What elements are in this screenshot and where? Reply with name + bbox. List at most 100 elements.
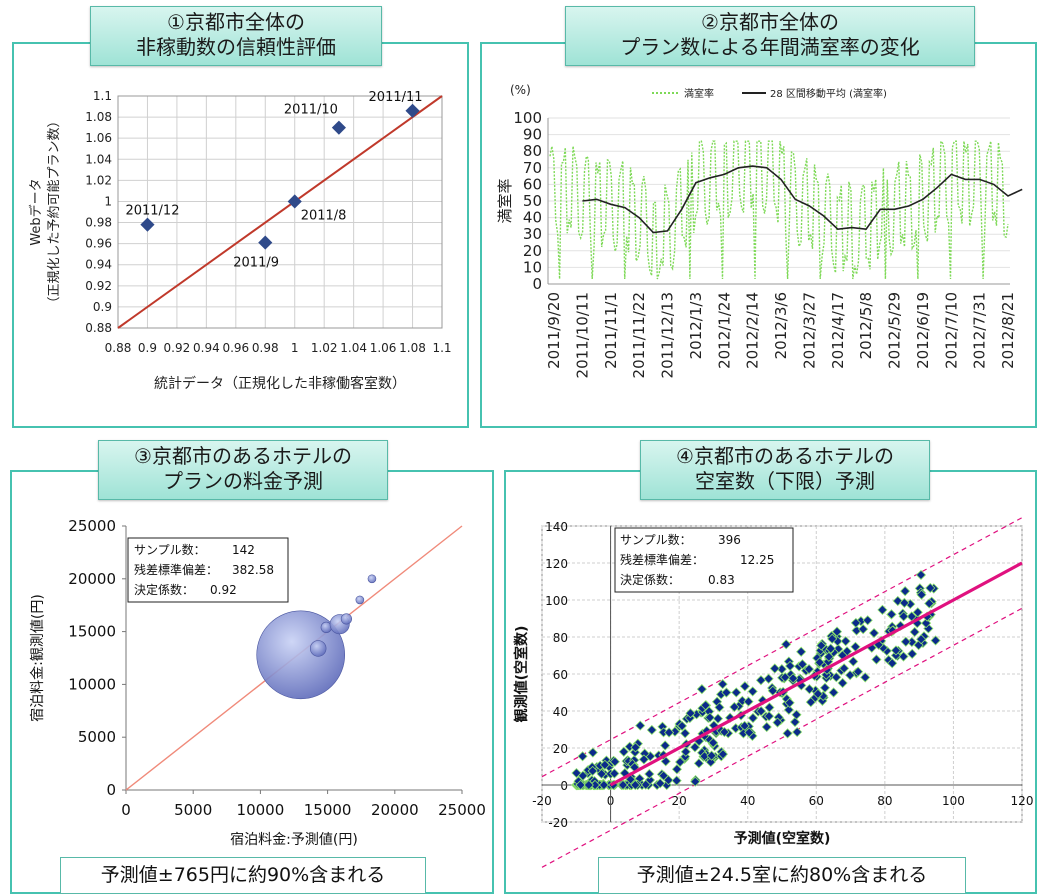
point-label: 2011/8	[301, 208, 347, 223]
data-point	[714, 702, 725, 713]
data-point	[877, 604, 888, 615]
y-tick-label: 10	[523, 258, 542, 276]
x-axis-label: 宿泊料金:予測値(円)	[230, 831, 358, 848]
y-tick-label: 1.02	[85, 173, 112, 187]
x-tick-label: 100	[942, 794, 965, 808]
data-point	[844, 670, 856, 681]
point-label: 2011/11	[369, 90, 423, 105]
data-point	[868, 627, 880, 639]
x-tick-label: 1.06	[370, 341, 397, 355]
data-point	[784, 697, 795, 708]
x-tick-label: 1	[291, 341, 299, 355]
data-point	[583, 779, 594, 791]
data-point	[764, 702, 775, 713]
bubble	[340, 613, 352, 625]
data-point	[405, 103, 420, 118]
y-tick-label: 80	[523, 142, 542, 160]
data-point	[763, 673, 774, 684]
panel-3-title-line2: プランの料金予測	[163, 469, 323, 493]
chart-3-price: 0 5000 10000 15000 20000 25000 25000 20000 15000…	[29, 517, 486, 848]
x-axis-label: 予測値(空室数)	[734, 830, 831, 847]
data-point	[871, 654, 882, 665]
data-point	[804, 684, 815, 695]
data-point	[890, 645, 902, 656]
data-point	[680, 746, 691, 757]
x-tick-label: 2012/1/24	[715, 292, 733, 369]
data-point	[912, 607, 923, 618]
x-tick-label: 20	[672, 794, 687, 808]
x-tick-label: 60	[809, 794, 824, 808]
data-point	[906, 611, 917, 622]
y-tick-label: 30	[523, 225, 542, 243]
panel-1-title-line2: 非稼動数の信頼性評価	[136, 35, 336, 59]
data-point	[693, 758, 705, 769]
data-point	[915, 569, 927, 581]
bubble	[367, 574, 377, 584]
point-label: 2011/10	[284, 103, 338, 118]
data-point	[761, 721, 772, 733]
y-tick-label: 70	[523, 159, 542, 177]
data-point	[858, 624, 869, 635]
data-point	[630, 779, 641, 791]
data-point	[814, 657, 825, 668]
data-point	[708, 737, 719, 748]
x-tick-label: 120	[1011, 794, 1034, 808]
panel-3-title: ③京都市のあるホテルの プランの料金予測	[98, 440, 388, 500]
x-tick-label: 2012/7/31	[971, 292, 989, 369]
data-point	[609, 756, 621, 767]
x-tick-label: 2011/12/13	[659, 292, 677, 378]
panel-2-title: ②京都市全体の プラン数による年間満室率の変化	[565, 6, 975, 66]
data-point	[577, 770, 589, 781]
x-tick-label: 2011/10/11	[573, 292, 591, 378]
data-point	[828, 687, 839, 698]
y-tick-label: 50	[523, 192, 542, 210]
y-tick-label: 10000	[68, 675, 116, 693]
y-axis-label: 宿泊料金:観測値(円)	[29, 594, 46, 722]
data-point	[898, 651, 909, 662]
data-point	[680, 728, 691, 739]
data-point	[731, 687, 742, 698]
y-tick-label: 1.04	[85, 152, 112, 166]
data-point	[609, 768, 620, 779]
data-point	[812, 688, 824, 699]
panel-2-title-line2: プラン数による年間満室率の変化	[620, 35, 920, 59]
data-point	[717, 679, 728, 690]
data-point	[719, 726, 730, 738]
y-tick-label: 1.08	[85, 110, 112, 124]
panel-4-footer: 予測値±24.5室に約80%含まれる	[598, 857, 966, 894]
data-point	[780, 672, 791, 683]
data-point	[772, 717, 783, 728]
data-point	[819, 682, 831, 693]
data-point	[638, 754, 650, 765]
data-point	[660, 740, 671, 751]
data-point	[763, 711, 775, 722]
point-label: 2011/9	[233, 256, 279, 271]
band-upper	[541, 517, 1023, 778]
y-tick-label: 100	[545, 594, 568, 608]
data-point	[577, 751, 588, 762]
data-point	[671, 775, 682, 786]
y-tick-label: 0.94	[85, 258, 112, 272]
bubble	[309, 640, 327, 657]
data-point	[787, 673, 799, 684]
data-point	[690, 776, 701, 787]
x-tick-label: 2011/11/22	[630, 292, 648, 378]
data-point	[825, 643, 836, 654]
chart-2-occupancy: (%) 満室率 28 区間移動平均 (満室率)1009080706050403020…	[496, 83, 1023, 378]
data-point	[791, 709, 802, 720]
data-point	[587, 765, 598, 777]
panel-4-title-line2: 空室数（下限）予測	[695, 469, 875, 493]
reference-line	[117, 95, 443, 329]
x-tick-label: 5000	[174, 801, 212, 819]
y-axis-label-line1: Webデータ	[28, 178, 44, 245]
data-point	[700, 700, 711, 711]
data-point	[900, 636, 911, 647]
legend-label-2: 28 区間移動平均 (満室率)	[770, 87, 887, 100]
x-tick-label: 2012/5/8	[857, 292, 875, 359]
x-tick-label: -20	[532, 794, 552, 808]
panel-1	[12, 42, 469, 428]
y-tick-label: 1.06	[85, 131, 112, 145]
x-tick-label: 2012/2/14	[744, 292, 762, 369]
data-point	[674, 756, 686, 768]
y-tick-label: 0	[106, 781, 116, 799]
